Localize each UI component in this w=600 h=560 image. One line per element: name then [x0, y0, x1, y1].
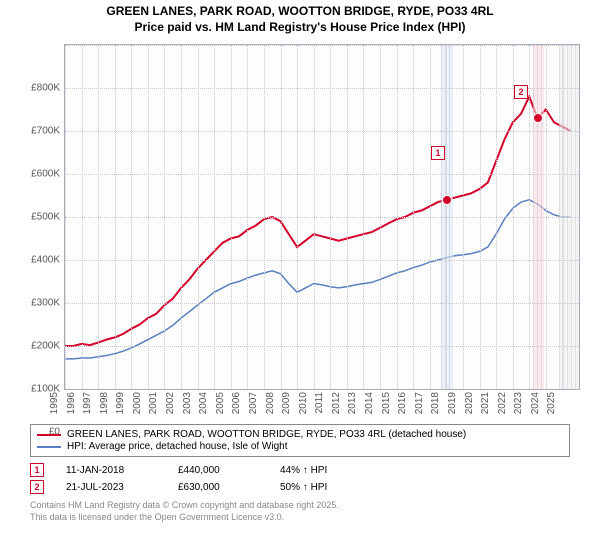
y-axis-label: £200K [30, 341, 60, 352]
y-axis-label: £400K [30, 255, 60, 266]
transaction-marker: 2 [514, 85, 528, 99]
chart-title: GREEN LANES, PARK ROAD, WOOTTON BRIDGE, … [0, 0, 600, 35]
x-axis-label: 2025 [546, 392, 576, 414]
attribution: Contains HM Land Registry data © Crown c… [30, 500, 570, 523]
title-line-2: Price paid vs. HM Land Registry's House … [0, 20, 600, 36]
chart-container: 12 £0£100K£200K£300K£400K£500K£600K£700K… [30, 44, 578, 420]
legend-item: GREEN LANES, PARK ROAD, WOOTTON BRIDGE, … [37, 429, 563, 440]
series-hpi [65, 200, 571, 359]
transaction-index: 2 [30, 480, 44, 494]
transaction-index: 1 [30, 463, 44, 477]
y-axis-label: £600K [30, 169, 60, 180]
legend-item: HPI: Average price, detached house, Isle… [37, 441, 563, 452]
transaction-row: 2 21-JUL-2023 £630,000 50% ↑ HPI [30, 480, 570, 494]
legend-swatch [37, 446, 61, 448]
legend-box: GREEN LANES, PARK ROAD, WOOTTON BRIDGE, … [30, 424, 570, 457]
legend-swatch [37, 434, 61, 436]
attrib-line-2: This data is licensed under the Open Gov… [30, 512, 570, 524]
transaction-price: £440,000 [178, 465, 258, 476]
legend-label: GREEN LANES, PARK ROAD, WOOTTON BRIDGE, … [67, 429, 466, 440]
legend-label: HPI: Average price, detached house, Isle… [67, 441, 288, 452]
y-axis-label: £300K [30, 298, 60, 309]
transaction-marker: 1 [431, 146, 445, 160]
transaction-row: 1 11-JAN-2018 £440,000 44% ↑ HPI [30, 463, 570, 477]
transaction-date: 21-JUL-2023 [66, 482, 156, 493]
legend-and-footer: GREEN LANES, PARK ROAD, WOOTTON BRIDGE, … [30, 424, 570, 523]
y-axis-label: £800K [30, 83, 60, 94]
transaction-delta: 50% ↑ HPI [280, 482, 327, 493]
transaction-price: £630,000 [178, 482, 258, 493]
attrib-line-1: Contains HM Land Registry data © Crown c… [30, 500, 570, 512]
transactions-table: 1 11-JAN-2018 £440,000 44% ↑ HPI 2 21-JUL-202… [30, 463, 570, 494]
title-line-1: GREEN LANES, PARK ROAD, WOOTTON BRIDGE, … [0, 4, 600, 20]
series-property [65, 97, 571, 346]
transaction-date: 11-JAN-2018 [66, 465, 156, 476]
transaction-dot [533, 113, 543, 123]
y-axis-label: £500K [30, 212, 60, 223]
transaction-delta: 44% ↑ HPI [280, 465, 327, 476]
y-axis-label: £700K [30, 126, 60, 137]
transaction-dot [442, 195, 452, 205]
plot-area: 12 [64, 44, 580, 390]
